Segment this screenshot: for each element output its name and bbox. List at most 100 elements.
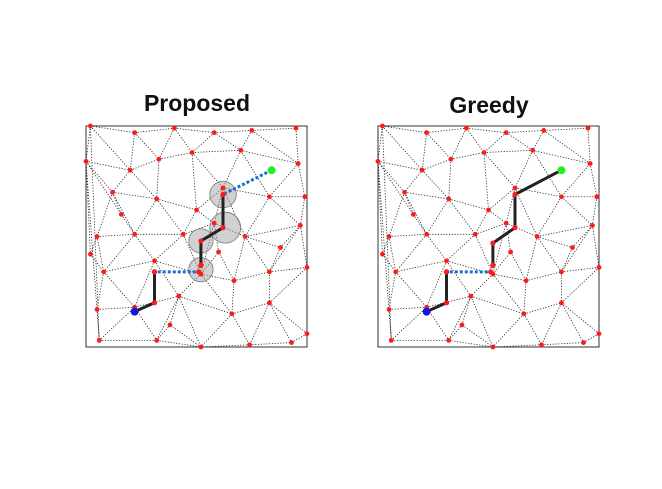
mesh-edge <box>404 192 427 235</box>
mesh-edge <box>103 234 135 273</box>
mesh-edge <box>158 152 193 160</box>
mesh-node <box>402 189 407 195</box>
start-node <box>422 307 431 316</box>
mesh-edge <box>543 127 588 131</box>
path-segment-solid <box>133 271 156 313</box>
mesh-edge <box>382 236 390 255</box>
mesh-edge <box>156 339 201 348</box>
mesh-edge <box>240 149 299 164</box>
mesh-edge <box>251 130 299 164</box>
mesh-edge <box>561 302 584 343</box>
mesh-node <box>118 212 124 217</box>
mesh-edge <box>488 209 507 224</box>
mesh-edge <box>382 253 396 273</box>
mesh-node <box>247 342 252 348</box>
mesh-node <box>88 251 93 257</box>
mesh-edge <box>589 163 598 197</box>
mesh-edge <box>470 273 494 297</box>
mesh-edge <box>297 163 306 197</box>
mesh-edge <box>85 161 91 255</box>
mesh-edge <box>390 306 427 341</box>
mesh-node <box>534 234 540 239</box>
path-node <box>512 225 518 231</box>
mesh-node <box>481 150 487 155</box>
mesh-edge <box>249 302 270 345</box>
mesh-node <box>375 158 381 164</box>
proposed-frame <box>85 125 308 348</box>
mesh-edge <box>96 271 105 310</box>
mesh-edge <box>231 302 270 315</box>
mesh-edge <box>395 271 427 308</box>
mesh-edge <box>174 127 215 134</box>
mesh-edge <box>377 161 383 255</box>
mesh-edge <box>169 296 180 326</box>
mesh-edge <box>450 152 485 160</box>
proposed-title: Proposed <box>143 90 251 116</box>
mesh-edge <box>404 192 414 215</box>
mesh-edge <box>523 313 542 345</box>
mesh-edge <box>388 236 397 272</box>
path-node <box>198 238 204 244</box>
mesh-edge <box>404 169 423 193</box>
mesh-node <box>180 231 186 237</box>
mesh-edge <box>446 260 472 297</box>
mesh-edge <box>134 132 160 160</box>
mesh-node <box>267 269 272 275</box>
mesh-edge <box>134 198 158 235</box>
mesh-edge <box>214 222 246 237</box>
path-node <box>488 269 494 275</box>
mesh-edge <box>182 209 197 235</box>
mesh-edge <box>426 132 452 160</box>
mesh-node <box>172 125 177 131</box>
mesh-edge <box>178 273 202 297</box>
mesh-edge <box>426 260 447 308</box>
mesh-edge <box>395 260 447 273</box>
mesh-edge <box>474 234 494 275</box>
mesh-edge <box>514 150 534 189</box>
mesh-edge <box>426 127 467 134</box>
mesh-edge <box>561 163 591 197</box>
mesh-node <box>424 231 430 237</box>
mesh-edge <box>156 295 180 341</box>
mesh-edge <box>510 251 527 281</box>
mesh-edge <box>244 236 270 273</box>
mesh-node <box>156 156 162 162</box>
mesh-edge <box>244 196 270 237</box>
mesh-edge <box>200 273 235 282</box>
greedy-title: Greedy <box>449 92 529 118</box>
greedy-panel <box>375 123 602 350</box>
mesh-edge <box>196 209 215 224</box>
mesh-edge <box>492 313 525 348</box>
mesh-edge <box>532 149 591 164</box>
path-segment-solid <box>425 271 448 313</box>
mesh-edge <box>240 130 253 151</box>
mesh-edge <box>130 158 160 171</box>
mesh-edge <box>121 214 135 235</box>
mesh-node <box>388 337 394 343</box>
mesh-node <box>530 147 536 153</box>
mesh-edge <box>492 273 527 282</box>
mesh-node <box>589 223 595 228</box>
mesh-node <box>393 269 399 275</box>
mesh-edge <box>218 251 235 281</box>
mesh-edge <box>448 295 472 341</box>
mesh-edge <box>85 161 122 215</box>
mesh-edge <box>269 225 301 273</box>
path-node <box>512 191 518 198</box>
mesh-edge <box>377 125 383 162</box>
mesh-edge <box>231 280 235 314</box>
mesh-node <box>304 331 310 337</box>
mesh-node <box>220 185 226 191</box>
mesh-edge <box>488 187 516 211</box>
mesh-edge <box>112 192 135 235</box>
mesh-edge <box>421 132 428 171</box>
mesh-edge <box>191 152 197 211</box>
greedy-frame <box>377 125 600 348</box>
mesh-node <box>444 258 449 264</box>
mesh-edge <box>191 132 215 153</box>
mesh-edge <box>213 132 241 151</box>
mesh-node <box>446 196 452 202</box>
mesh-edge <box>484 149 533 153</box>
mesh-edge <box>483 152 516 189</box>
mesh-edge <box>377 161 414 215</box>
